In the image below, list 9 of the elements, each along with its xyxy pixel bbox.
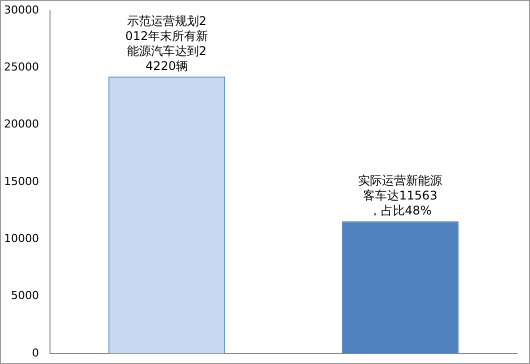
y-tick-label: 25000 [4,60,39,74]
y-tick-label: 20000 [4,118,39,131]
y-tick-label: 30000 [4,3,39,16]
y-tick-label: 0 [32,346,39,360]
y-tick-label: 10000 [4,232,39,245]
y-tick-label: 5000 [10,289,39,302]
annotation: 实际运营新能源客车达11563，占比48% [358,173,442,218]
annotation: 示范运营规划2012年末所有新能源汽车达到24220辆 [125,14,208,73]
y-tick-label: 15000 [4,174,39,188]
